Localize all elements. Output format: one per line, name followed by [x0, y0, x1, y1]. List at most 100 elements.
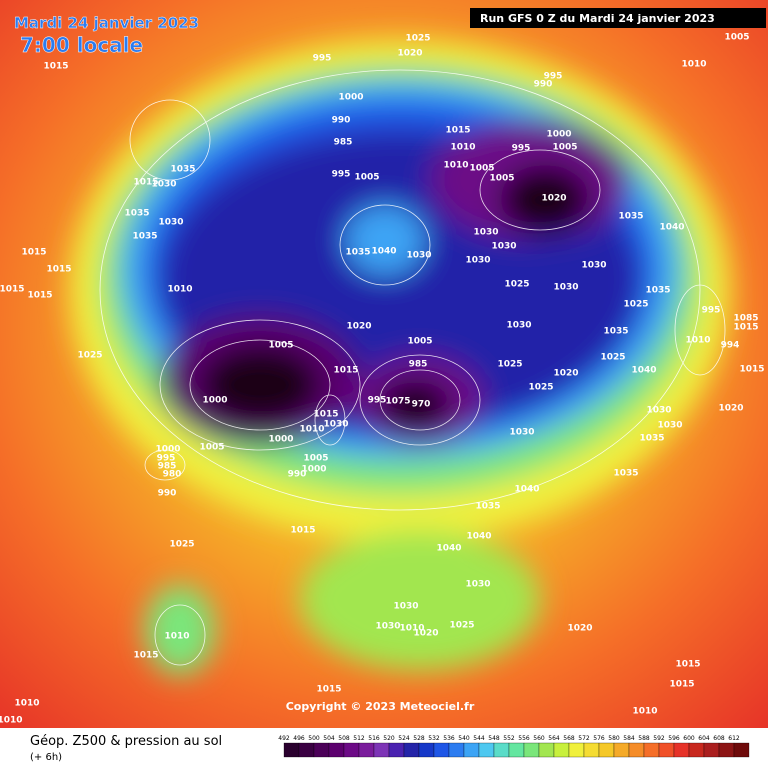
colorbar-swatch	[628, 742, 645, 758]
pressure-label: 1015	[133, 651, 158, 661]
pressure-label: 1035	[132, 232, 157, 242]
pressure-label: 1005	[724, 33, 749, 43]
colorbar-swatch	[673, 742, 690, 758]
colorbar-swatch	[718, 742, 735, 758]
run-box	[470, 8, 766, 28]
colorbar-tick: 560	[533, 735, 545, 742]
colorbar-tick: 556	[518, 735, 530, 742]
pressure-label: 1020	[413, 629, 438, 639]
pressure-label: 1030	[406, 251, 431, 261]
pressure-label: 1015	[43, 62, 68, 72]
pressure-label: 1010	[399, 624, 424, 634]
pressure-label: 1030	[158, 218, 183, 228]
colorbar-swatch	[388, 742, 405, 758]
colorbar-swatch	[343, 742, 360, 758]
colorbar-tick: 496	[293, 735, 305, 742]
pressure-label: 1025	[497, 360, 522, 370]
colorbar-swatch	[298, 742, 315, 758]
colorbar-swatch	[583, 742, 600, 758]
pressure-label: 1010	[164, 632, 189, 642]
colorbar-swatch	[328, 742, 345, 758]
pressure-label: 1015	[0, 285, 25, 295]
pressure-labels: 1025102010051015995995990101010009909851…	[0, 33, 765, 726]
colorbar-swatch	[283, 742, 300, 758]
pressure-label: 1040	[659, 223, 684, 233]
pressure-label: 1025	[77, 351, 102, 361]
pressure-label: 1040	[466, 532, 491, 542]
colorbar-swatch	[478, 742, 495, 758]
colorbar-swatch	[433, 742, 450, 758]
pressure-label: 1000	[338, 93, 363, 103]
pressure-label: 1030	[657, 421, 682, 431]
colorbar-tick: 600	[683, 735, 695, 742]
run: Run GFS 0 Z du Mardi 24 janvier 2023	[480, 12, 715, 25]
pressure-label: 995	[313, 54, 332, 64]
isobars	[99, 69, 726, 666]
pressure-label: 1005	[552, 143, 577, 153]
pressure-label: 1015	[27, 291, 52, 301]
pressure-label: 1000	[155, 445, 180, 455]
colorbar-swatch	[448, 742, 465, 758]
pressure-label: 985	[409, 360, 428, 370]
pressure-label: 1030	[465, 256, 490, 266]
colorbar-swatch	[553, 742, 570, 758]
pressure-label: 1005	[303, 454, 328, 464]
colorbar-tick: 576	[593, 735, 605, 742]
pressure-label: 1010	[685, 336, 710, 346]
pressure-label: 1030	[323, 420, 348, 430]
colorbar-swatch	[418, 742, 435, 758]
colorbar-tick: 528	[413, 735, 425, 742]
pressure-label: 1025	[169, 540, 194, 550]
pressure-label: 1005	[354, 173, 379, 183]
colorbar-swatch	[508, 742, 525, 758]
colorbar: 492 496 500 504 508 512 516 520 524 528 532 536 540 5…	[278, 735, 750, 758]
colorbar-swatch	[598, 742, 615, 758]
colorbar-tick: 596	[668, 735, 680, 742]
colorbar-tick: 512	[353, 735, 365, 742]
pressure-label: 1020	[397, 49, 422, 59]
pressure-label: 1030	[646, 406, 671, 416]
date: Mardi 24 janvier 2023	[14, 14, 199, 32]
pressure-label: 995	[368, 396, 387, 406]
pressure-label: 1035	[124, 209, 149, 219]
colorbar-tick: 516	[368, 735, 380, 742]
colorbar-swatch	[703, 742, 720, 758]
colorbar-swatch	[733, 742, 750, 758]
colorbar-swatch	[523, 742, 540, 758]
colorbar-swatch	[403, 742, 420, 758]
pressure-label: 1025	[623, 300, 648, 310]
footer-subtitle: (+ 6h)	[30, 752, 62, 763]
pressure-label: 1035	[475, 502, 500, 512]
colorbar-swatch	[313, 742, 330, 758]
pressure-label: 1035	[170, 165, 195, 175]
colorbar-tick: 492	[278, 735, 290, 742]
colorbar-tick: 612	[728, 735, 740, 742]
colorbar-tick: 604	[698, 735, 710, 742]
pressure-label: 1030	[375, 622, 400, 632]
colorbar-swatch	[463, 742, 480, 758]
pressure-label: 1085	[733, 314, 758, 324]
colorbar-tick: 520	[383, 735, 395, 742]
pressure-label: 1010	[450, 143, 475, 153]
pressure-label: 980	[163, 470, 182, 480]
colorbar-swatch	[358, 742, 375, 758]
pressure-label: 1020	[553, 369, 578, 379]
pressure-label: 1040	[371, 247, 396, 257]
pressure-label: 1010	[0, 716, 23, 726]
pressure-label: 1005	[469, 164, 494, 174]
pressure-label: 1010	[167, 285, 192, 295]
pressure-label: 1015	[133, 178, 158, 188]
pressure-label: 994	[721, 341, 740, 351]
pressure-label: 1025	[528, 383, 553, 393]
copyright: Copyright © 2023 Meteociel.fr	[286, 700, 475, 713]
pressure-label: 1025	[504, 280, 529, 290]
pressure-label: 995	[512, 144, 531, 154]
pressure-label: 1035	[345, 248, 370, 258]
pressure-label: 1015	[313, 410, 338, 420]
colorbar-tick: 572	[578, 735, 590, 742]
pressure-label: 1015	[739, 365, 764, 375]
pressure-label: 970	[412, 400, 431, 410]
colorbar-swatch	[568, 742, 585, 758]
pressure-label: 1015	[445, 126, 470, 136]
colorbar-tick: 524	[398, 735, 410, 742]
